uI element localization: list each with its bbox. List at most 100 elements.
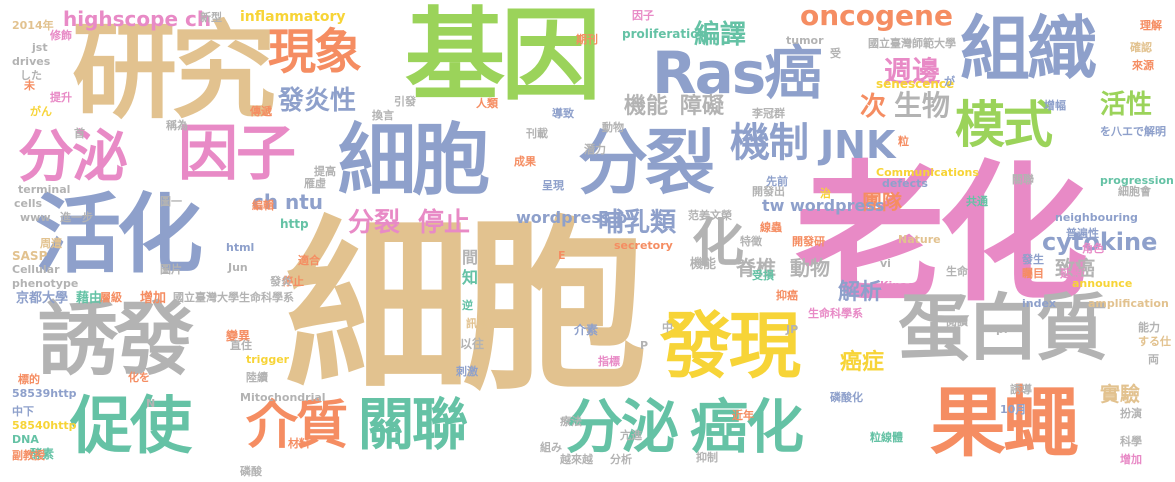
word: drives <box>12 55 51 68</box>
word: 生物 <box>894 89 951 122</box>
word: 刺激 <box>456 365 478 378</box>
word: 先前 <box>766 175 788 188</box>
word: secretory <box>614 239 673 252</box>
word: highscope ch <box>63 7 212 31</box>
word: 傳遞 <box>250 105 272 118</box>
word: 亢進 <box>620 429 642 442</box>
word: 動物 <box>602 121 624 134</box>
word: 副教授 <box>12 449 45 462</box>
word: する仕 <box>1138 335 1171 348</box>
word: 化 <box>692 214 745 274</box>
word: 引發 <box>394 95 416 108</box>
word: 10月 <box>1000 403 1027 416</box>
word: 關聯 <box>1012 173 1034 186</box>
word: 果蠅 <box>930 378 1079 467</box>
word: 提升 <box>50 91 72 104</box>
word: 脊椎 <box>736 256 776 280</box>
word: 受損 <box>752 269 774 282</box>
word: 模式 <box>955 96 1053 154</box>
word: 編譯 <box>694 20 747 50</box>
word: 哺乳類 <box>598 208 677 238</box>
word: 分裂 <box>578 122 715 204</box>
word: E <box>558 249 566 262</box>
word: がん <box>30 105 52 118</box>
word: 因子 <box>632 9 654 22</box>
word: 首 <box>74 127 85 140</box>
word: 活化 <box>35 185 203 285</box>
word: 細胞會 <box>1118 185 1151 198</box>
word: 介質 <box>246 396 348 456</box>
word: Cellular <box>12 263 60 276</box>
word: 導致 <box>552 107 574 120</box>
word: amplification <box>1088 297 1169 310</box>
word: 抑癌 <box>776 289 798 302</box>
word: 停止 <box>418 208 471 238</box>
word: 延伸 <box>1060 267 1082 280</box>
word: 矚目 <box>1022 267 1044 280</box>
word: 成果 <box>514 155 536 168</box>
word: 機制 <box>730 120 809 166</box>
word: announce <box>1072 277 1133 290</box>
word: 粒線體 <box>870 431 903 444</box>
word: 細胞 <box>285 199 647 415</box>
word: 實驗 <box>1100 382 1140 406</box>
word: 逆 <box>462 299 473 312</box>
word: 組織 <box>960 8 1097 90</box>
word: 閱讀 <box>946 315 968 328</box>
word: 開發出 <box>752 185 785 198</box>
word: 致癌 <box>1055 256 1095 280</box>
word: 老化 <box>795 148 1089 322</box>
word: 機能 <box>690 257 717 272</box>
word: Mitochondrial <box>240 391 326 404</box>
word: 圖一 <box>160 195 182 208</box>
word: JNK <box>820 123 896 167</box>
word: 生命 <box>946 265 968 278</box>
word: 呈現 <box>542 179 564 192</box>
word: ntu <box>285 190 324 214</box>
word: 增幅 <box>1044 99 1066 112</box>
word: 變異 <box>226 329 251 343</box>
word: 活性 <box>1100 90 1153 120</box>
word: 分泌 <box>18 125 128 190</box>
word: 關聯 <box>358 393 468 458</box>
word: 理解 <box>1140 19 1162 32</box>
word: 訊息 <box>466 317 488 330</box>
word: 藉由 <box>76 291 103 306</box>
word: vi <box>880 257 891 270</box>
word: 國立臺灣大學生命科學系 <box>173 291 294 304</box>
word: 新型 <box>200 11 222 24</box>
word: 治 <box>820 187 831 200</box>
word: 李冠群 <box>752 107 785 120</box>
word: 團隊 <box>862 190 902 214</box>
word: oncogene <box>800 0 953 32</box>
word: 期刊 <box>576 33 598 46</box>
word: cells <box>14 197 43 210</box>
word: wordpress p <box>516 208 628 227</box>
word: 知 <box>462 268 479 287</box>
word: senescence <box>876 77 955 91</box>
word: 發炎 <box>270 275 292 288</box>
word: 細胞 <box>338 116 490 206</box>
word: 周遭 <box>40 237 62 250</box>
word: 科學 <box>1120 435 1142 448</box>
word: 療法 <box>560 415 582 428</box>
word: www <box>20 211 51 224</box>
word: 生命科學系 <box>808 307 863 320</box>
word: 普遍性 <box>1066 227 1099 240</box>
word: 58540http <box>12 419 77 432</box>
word: 刊載 <box>526 127 548 140</box>
word: 增加 <box>140 291 167 306</box>
word: SASP <box>12 249 48 263</box>
word: 材料 <box>288 437 310 450</box>
word: terminal <box>18 183 71 196</box>
word: 組み <box>540 441 562 454</box>
word: 來源 <box>1132 59 1154 72</box>
word: defects <box>882 177 928 190</box>
word: proliferation <box>622 27 707 41</box>
word: 潛力 <box>584 143 606 156</box>
word: 扮演 <box>1120 407 1142 420</box>
word: 開發研 <box>792 235 825 248</box>
word: 雁虛 <box>304 177 326 190</box>
word: 受 <box>830 47 841 60</box>
